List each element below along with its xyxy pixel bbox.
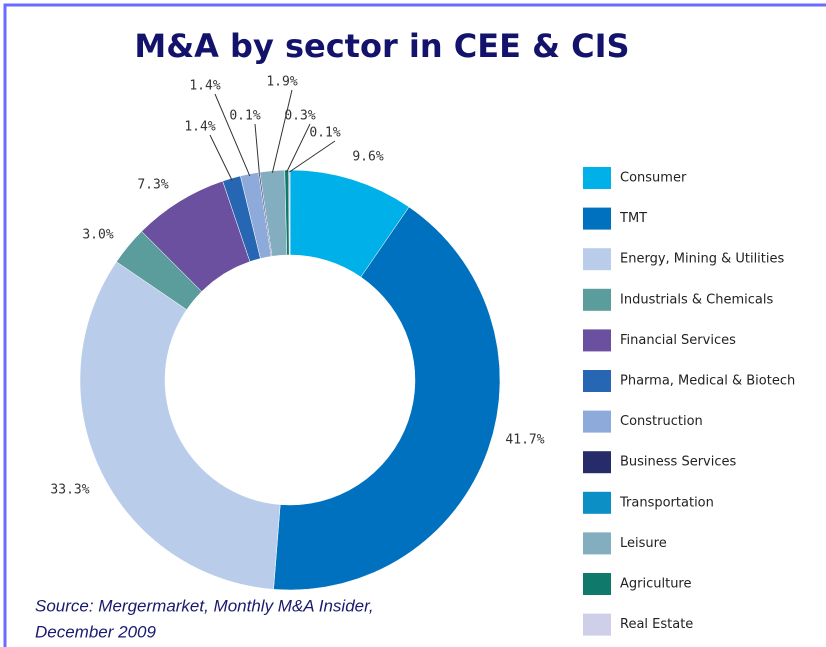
frame (3, 3, 826, 647)
legend-label: Real Estate (620, 617, 693, 632)
leader-line (289, 140, 336, 173)
data-label: 1.4% (189, 79, 220, 94)
legend-label: Consumer (620, 171, 687, 186)
source: Source: Mergermarket, Monthly M&A Inside… (35, 596, 374, 615)
data-label: 7.3% (137, 178, 168, 193)
slice (288, 169, 291, 256)
data-label: 41.7% (505, 433, 544, 448)
data-label: 1.9% (266, 75, 297, 90)
leader-line (209, 134, 233, 181)
data-label: 1.4% (184, 120, 215, 135)
legend-label: Financial Services (620, 333, 736, 348)
legend-swatch (583, 288, 611, 311)
legend-label: Pharma, Medical & Biotech (620, 374, 795, 389)
data-label: 0.1% (309, 126, 340, 141)
legend-label: Industrials & Chemicals (620, 292, 773, 307)
legend-swatch (583, 451, 611, 474)
data-label: 9.6% (352, 150, 383, 165)
legend-swatch (583, 573, 611, 595)
legend-label: Business Services (620, 455, 737, 470)
legend-swatch (583, 491, 611, 514)
legend-swatch (583, 207, 611, 230)
leader-line (271, 89, 293, 173)
legend-swatch (583, 167, 611, 189)
leader-line (214, 93, 251, 177)
leader-line (286, 123, 311, 173)
leader-line (254, 123, 260, 175)
data-label: 0.3% (284, 109, 315, 124)
legend-label: Leisure (620, 536, 667, 551)
legend-label: Agriculture (620, 577, 692, 592)
slice (273, 206, 501, 591)
legend-label: Construction (620, 414, 703, 429)
source: December 2009 (35, 622, 157, 641)
chart-title: M&A by sector in CEE & CIS (134, 27, 629, 65)
legend-swatch (583, 532, 611, 555)
data-label: 3.0% (82, 228, 113, 243)
legend-swatch (583, 613, 611, 636)
legend-label: Transportation (619, 495, 714, 510)
legend-swatch (583, 329, 611, 352)
legend-swatch (583, 410, 611, 433)
data-label: 0.1% (229, 109, 260, 124)
slice (79, 261, 281, 590)
legend-swatch (583, 248, 611, 271)
legend-label: TMT (619, 211, 647, 226)
data-label: 33.3% (50, 483, 89, 498)
legend-swatch (583, 370, 611, 392)
legend-label: Energy, Mining & Utilities (620, 252, 785, 267)
